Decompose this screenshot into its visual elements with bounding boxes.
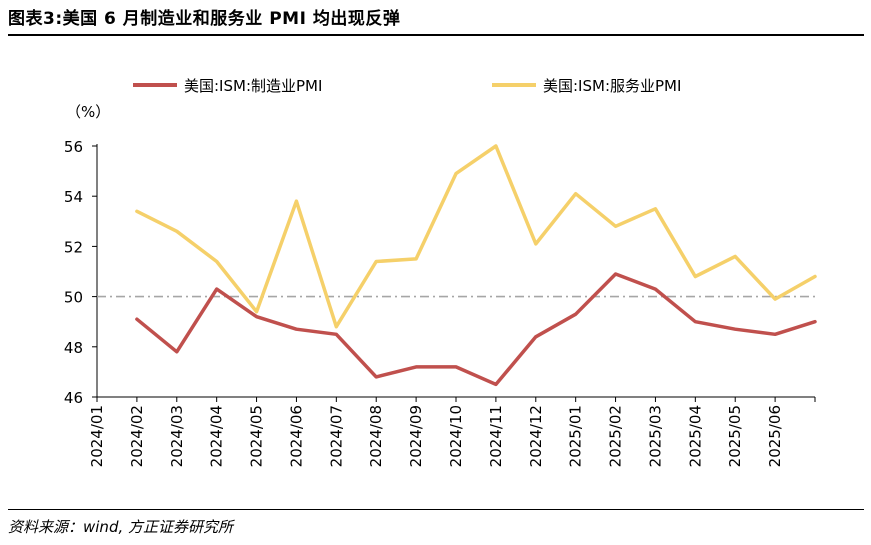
x-tick-label: 2024/11 <box>487 405 505 467</box>
chart-title: 图表3:美国 6 月制造业和服务业 PMI 均出现反弹 <box>8 9 401 29</box>
x-tick-label: 2025/01 <box>567 405 585 467</box>
x-tick-label: 2024/01 <box>88 405 106 467</box>
source-note: 资料来源：wind, 方正证券研究所 <box>8 518 234 536</box>
x-tick-label: 2025/03 <box>646 405 664 467</box>
x-tick-label: 2024/10 <box>447 405 465 467</box>
y-tick-label: 48 <box>64 339 83 357</box>
axes: 46 48 50 52 54 56 2024/01 2024/02 2024/03 2024/04… <box>64 138 816 467</box>
x-tick-label: 2024/06 <box>287 405 305 467</box>
x-tick-label: 2024/05 <box>248 405 266 467</box>
y-axis-label: （%） <box>66 103 110 121</box>
manufacturing-pmi-line <box>135 272 817 387</box>
x-tick-label: 2025/06 <box>766 405 784 467</box>
y-tick-label: 56 <box>64 138 83 156</box>
y-tick-label: 54 <box>64 188 83 206</box>
x-tick-label: 2024/03 <box>168 405 186 467</box>
services-pmi-line <box>135 144 817 329</box>
y-tick-label: 50 <box>64 289 83 307</box>
y-tick-label: 52 <box>64 238 83 256</box>
legend-label: 美国:ISM:服务业PMI <box>543 77 681 95</box>
legend: 美国:ISM:制造业PMI 美国:ISM:服务业PMI <box>133 77 681 95</box>
x-tick-label: 2025/05 <box>726 405 744 467</box>
x-tick-label: 2024/08 <box>367 405 385 467</box>
y-tick-label: 46 <box>64 389 83 407</box>
legend-label: 美国:ISM:制造业PMI <box>184 77 322 95</box>
x-tick-label: 2025/04 <box>686 405 704 467</box>
x-tick-label: 2024/02 <box>128 405 146 467</box>
title-rule <box>8 34 864 36</box>
footer-rule <box>8 509 864 510</box>
series-group <box>135 144 817 387</box>
x-tick-label: 2024/04 <box>208 405 226 467</box>
x-tick-label: 2024/09 <box>407 405 425 467</box>
x-tick-label: 2024/12 <box>527 405 545 467</box>
x-tick-label: 2024/07 <box>327 405 345 467</box>
x-tick-label: 2025/02 <box>607 405 625 467</box>
